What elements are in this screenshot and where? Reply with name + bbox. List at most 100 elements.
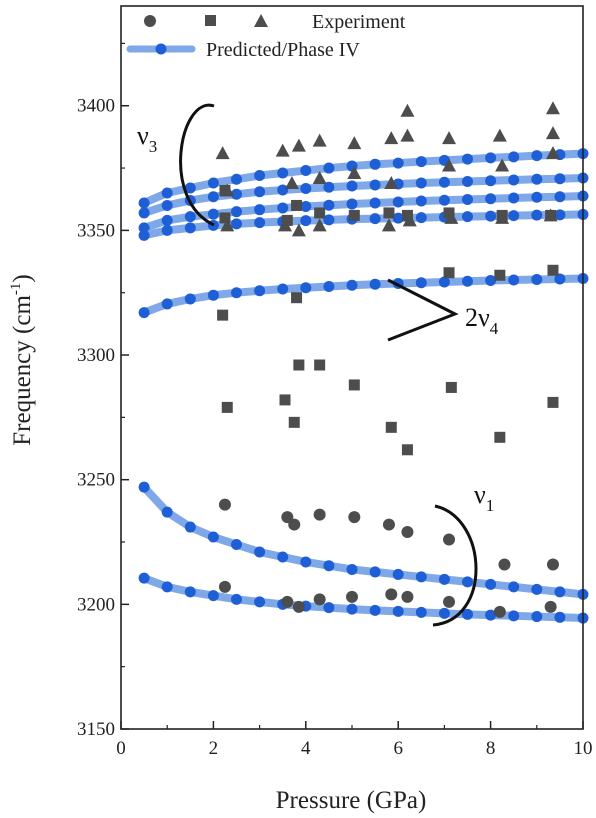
predicted-series-layer <box>138 148 589 624</box>
predicted-point <box>323 162 335 174</box>
predicted-point <box>231 206 242 218</box>
predicted-point <box>369 278 381 290</box>
experiment-circle-point <box>288 518 301 531</box>
predicted-point <box>438 573 450 585</box>
experiment-circle-point <box>382 518 395 531</box>
predicted-point <box>531 209 543 221</box>
predicted-point <box>207 177 219 189</box>
axes: 0 2 4 6 8 10 3150 3200 3250 3300 3350 3400 <box>77 5 593 759</box>
predicted-point <box>138 229 150 241</box>
experiment-square-point <box>383 207 395 219</box>
experiment-triangle-point <box>492 128 507 142</box>
experiment-triangle-point <box>400 128 415 142</box>
predicted-point <box>277 551 289 563</box>
experiment-square-point <box>494 431 506 443</box>
experiment-triangle-point <box>312 171 327 185</box>
experiment-triangle-point <box>220 218 235 232</box>
predicted-point <box>554 611 566 623</box>
predicted-point <box>508 274 520 286</box>
predicted-point <box>438 607 450 619</box>
predicted-point <box>300 215 312 227</box>
predicted-point <box>508 581 520 593</box>
predicted-point <box>554 273 566 285</box>
predicted-point <box>508 151 520 163</box>
legend: Experiment Predicted/Phase IV <box>126 11 406 61</box>
predicted-point <box>254 217 266 229</box>
v1-bracket <box>432 504 478 627</box>
y-tick-label: 3250 <box>77 470 115 491</box>
annotations: ν3 2ν4 ν1 <box>137 103 499 627</box>
predicted-point <box>254 546 266 558</box>
experiment-triangle-point <box>381 218 396 232</box>
y-tick-label: 3300 <box>77 345 115 366</box>
predicted-point <box>138 207 150 219</box>
predicted-point <box>254 204 266 216</box>
predicted-point <box>184 222 196 234</box>
experiment-circle-point <box>544 600 557 613</box>
predicted-point <box>369 197 381 209</box>
predicted-point <box>485 175 497 187</box>
predicted-point <box>369 213 381 225</box>
legend-triangle-marker <box>254 14 268 27</box>
experiment-triangle-point <box>278 218 293 232</box>
predicted-point <box>184 293 196 305</box>
predicted-point <box>462 576 473 588</box>
experiment-square-point <box>291 292 303 304</box>
predicted-point <box>161 581 173 593</box>
predicted-point <box>207 590 219 602</box>
predicted-point <box>485 274 497 286</box>
predicted-point <box>346 603 358 615</box>
predicted-point <box>231 287 242 299</box>
predicted-point <box>438 194 450 206</box>
predicted-point <box>346 180 358 192</box>
experiment-triangle-point <box>545 126 560 140</box>
experiment-square-point <box>547 264 559 276</box>
experiment-circle-point <box>443 595 456 608</box>
predicted-point <box>485 609 497 621</box>
experiment-square-point <box>279 394 291 406</box>
predicted-point <box>323 602 335 614</box>
predicted-point <box>207 531 219 543</box>
predicted-point <box>231 539 242 551</box>
predicted-point <box>531 273 543 285</box>
experiment-circle-point <box>218 580 231 593</box>
predicted-point <box>462 176 473 188</box>
predicted-point <box>323 280 335 292</box>
predicted-point <box>231 593 242 605</box>
predicted-point <box>392 568 404 580</box>
v1-label-base: ν <box>474 480 486 509</box>
experiment-circle-point <box>348 511 361 524</box>
experiment-circle-point <box>498 558 511 571</box>
experiment-triangle-point <box>384 131 399 145</box>
x-tick-label: 4 <box>301 738 311 759</box>
y-axis-title-main: Frequency (cm <box>9 295 36 446</box>
predicted-point <box>300 282 312 294</box>
predicted-point <box>554 586 566 598</box>
experiment-triangle-point <box>495 158 510 172</box>
legend-square-marker <box>205 15 216 26</box>
experiment-circle-point <box>546 558 559 571</box>
predicted-point <box>438 176 450 188</box>
y-axis-title: Frequency (cm-1) <box>8 274 36 445</box>
predicted-point <box>369 158 381 170</box>
experiment-square-point <box>281 214 293 226</box>
x-axis-title: Pressure (GPa) <box>276 787 427 814</box>
experiment-circle-point <box>292 600 305 613</box>
predicted-point <box>392 212 404 224</box>
predicted-point <box>485 193 497 205</box>
predicted-point <box>161 298 173 310</box>
predicted-point <box>462 153 473 165</box>
predicted-point <box>554 209 566 221</box>
predicted-point <box>415 156 427 168</box>
predicted-point <box>369 179 381 191</box>
predicted-point <box>161 199 173 211</box>
predicted-point <box>346 563 358 575</box>
predicted-point <box>508 192 520 204</box>
experiment-square-point <box>401 209 413 221</box>
predicted-point <box>531 611 543 623</box>
v4-bracket <box>387 278 459 342</box>
y-tick-label: 3400 <box>77 96 115 117</box>
v4-label-sub: 4 <box>490 319 499 338</box>
y-axis-title-close: ) <box>9 274 36 282</box>
